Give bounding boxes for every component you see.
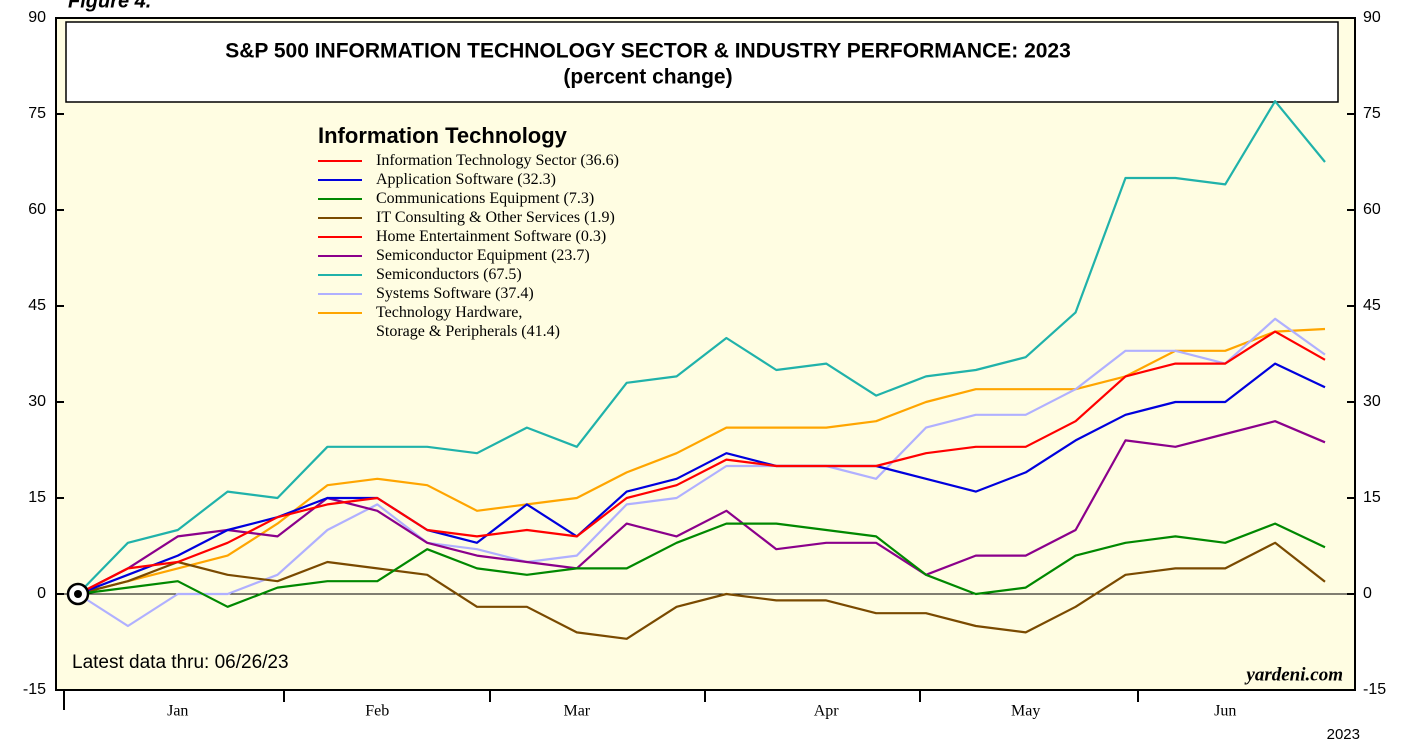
y-tick-label-right: 60 (1363, 201, 1381, 218)
legend-swatch (318, 236, 362, 238)
series-line (77, 100, 1326, 595)
y-tick-label-right: 30 (1363, 393, 1381, 410)
legend-item: Home Entertainment Software (0.3) (318, 227, 619, 246)
legend-item: IT Consulting & Other Services (1.9) (318, 208, 619, 227)
y-tick-label-right: 45 (1363, 297, 1381, 314)
y-tick-label: 0 (37, 585, 46, 602)
legend-label: Application Software (32.3) (376, 171, 556, 188)
legend-label: Home Entertainment Software (0.3) (376, 228, 607, 245)
title-box (65, 21, 1339, 103)
chart-subtitle: (percent change) (563, 66, 732, 89)
series-line (77, 327, 1326, 596)
y-tick-label: 15 (28, 489, 46, 506)
legend-item: Systems Software (37.4) (318, 284, 619, 303)
y-tick-label-right: 0 (1363, 585, 1372, 602)
legend-swatch (318, 274, 362, 276)
y-tick-label: 60 (28, 201, 46, 218)
legend-swatch (318, 198, 362, 200)
x-tick-label: May (1011, 703, 1040, 720)
note: Latest data thru: 06/26/23 (72, 652, 289, 673)
legend-item: Technology Hardware, Storage & Periphera… (318, 303, 619, 341)
month-ticks (63, 690, 1139, 710)
series-line (77, 330, 1326, 595)
marks: -15 -15 0 0 15 15 30 30 45 45 60 60 75 75 90 90 Jan Feb Ma… (23, 9, 1386, 719)
legend-swatch (318, 160, 362, 162)
chart-title: S&P 500 INFORMATION TECHNOLOGY SECTOR & … (225, 40, 1071, 63)
y-tick-label-right: 75 (1363, 105, 1381, 122)
y-tick-label: -15 (23, 681, 46, 698)
start-dot (74, 590, 82, 598)
year-label: 2023 (1327, 726, 1360, 743)
figure-label: Figure 4. (68, 0, 151, 12)
legend-item: Information Technology Sector (36.6) (318, 151, 619, 170)
legend-label: Technology Hardware, Storage & Periphera… (376, 304, 560, 340)
x-tick-label: Mar (563, 703, 590, 720)
x-tick-label: Apr (814, 703, 840, 720)
legend-label: Information Technology Sector (36.6) (376, 152, 619, 169)
legend-swatch (318, 312, 362, 314)
legend-swatch (318, 217, 362, 219)
legend-item: Communications Equipment (7.3) (318, 189, 619, 208)
series-line (77, 317, 1326, 628)
source: yardeni.com (1244, 664, 1343, 685)
legend-item: Semiconductors (67.5) (318, 265, 619, 284)
legend-item: Application Software (32.3) (318, 170, 619, 189)
legend-item: Semiconductor Equipment (23.7) (318, 246, 619, 265)
legend-swatch (318, 255, 362, 257)
legend: Information Technology Information Techn… (318, 123, 619, 341)
y-tick-label: 90 (28, 9, 46, 26)
y-tick-label-right: 90 (1363, 9, 1381, 26)
y-tick-label: 30 (28, 393, 46, 410)
x-tick-label: Jan (167, 703, 188, 720)
legend-label: Semiconductors (67.5) (376, 266, 522, 283)
series-line (77, 522, 1326, 608)
legend-label: Communications Equipment (7.3) (376, 190, 595, 207)
y-tick-label-right: 15 (1363, 489, 1381, 506)
y-tick-label-right: -15 (1363, 681, 1386, 698)
legend-swatch (318, 293, 362, 295)
x-tick-label: Feb (365, 703, 389, 720)
legend-label: IT Consulting & Other Services (1.9) (376, 209, 615, 226)
legend-swatch (318, 179, 362, 181)
legend-label: Semiconductor Equipment (23.7) (376, 247, 590, 264)
legend-title: Information Technology (318, 123, 567, 148)
y-tick-label: 75 (28, 105, 46, 122)
x-tick-label: Jun (1214, 703, 1236, 720)
series-line (77, 541, 1326, 640)
series-line (77, 420, 1326, 595)
legend-label: Systems Software (37.4) (376, 285, 534, 302)
y-tick-label: 45 (28, 297, 46, 314)
